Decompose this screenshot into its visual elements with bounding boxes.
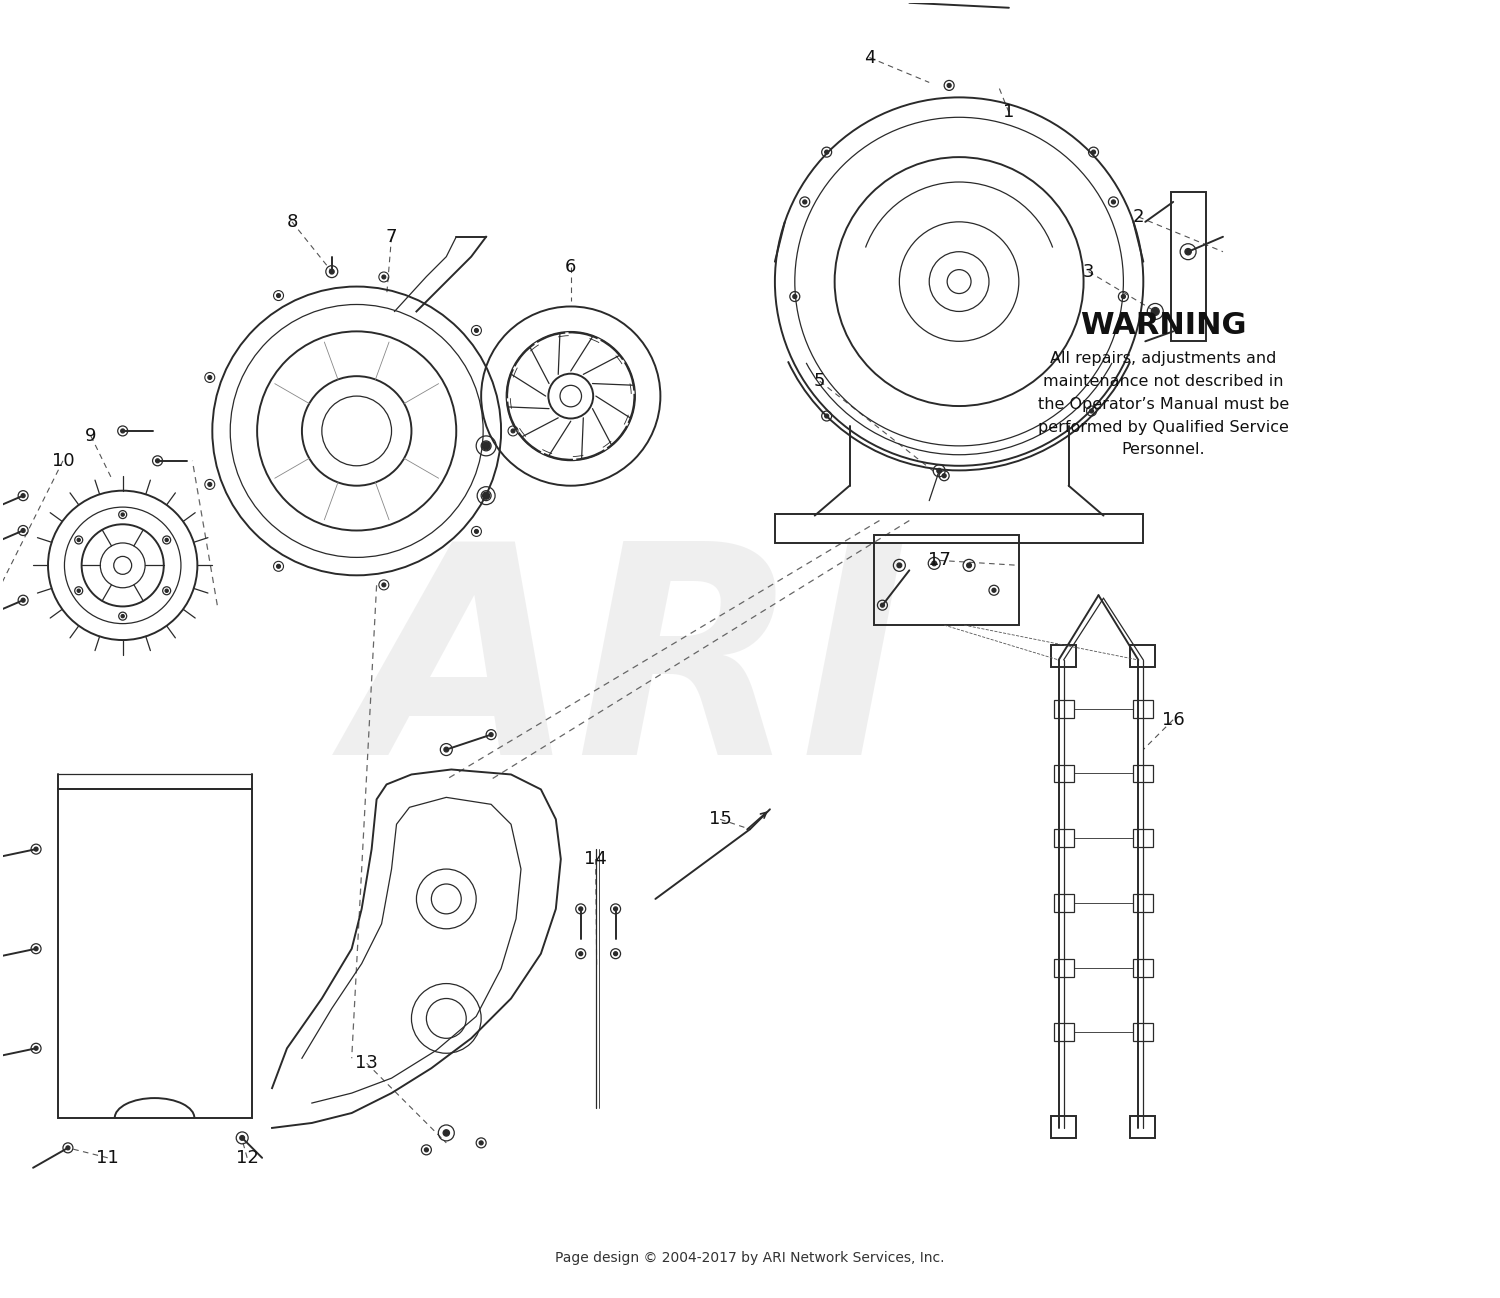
Circle shape xyxy=(1185,248,1191,254)
Circle shape xyxy=(209,375,212,379)
Circle shape xyxy=(240,1136,244,1140)
Circle shape xyxy=(122,513,124,517)
Circle shape xyxy=(484,493,488,497)
Circle shape xyxy=(330,269,334,274)
Circle shape xyxy=(21,493,26,497)
Circle shape xyxy=(382,583,386,587)
Text: 10: 10 xyxy=(51,452,75,470)
Circle shape xyxy=(512,428,515,434)
Circle shape xyxy=(932,561,936,566)
Circle shape xyxy=(21,598,26,602)
Text: 17: 17 xyxy=(927,552,951,570)
Circle shape xyxy=(444,748,448,752)
Bar xyxy=(1131,1116,1155,1138)
Text: 1: 1 xyxy=(1004,104,1014,121)
Circle shape xyxy=(209,483,212,487)
Circle shape xyxy=(802,200,807,204)
Text: 6: 6 xyxy=(566,257,576,275)
Text: ARI: ARI xyxy=(351,533,910,816)
Circle shape xyxy=(66,1146,70,1150)
Text: 11: 11 xyxy=(96,1149,118,1167)
Circle shape xyxy=(482,441,490,450)
Circle shape xyxy=(442,1129,450,1136)
Text: 12: 12 xyxy=(236,1149,258,1167)
Circle shape xyxy=(966,563,972,567)
Bar xyxy=(1053,1023,1074,1041)
Circle shape xyxy=(1112,200,1116,204)
Circle shape xyxy=(156,458,159,463)
Circle shape xyxy=(579,951,582,955)
Circle shape xyxy=(942,474,946,478)
Circle shape xyxy=(614,951,618,955)
Circle shape xyxy=(34,946,38,950)
Circle shape xyxy=(76,539,81,541)
Bar xyxy=(1134,700,1154,718)
Bar xyxy=(1053,829,1074,848)
Circle shape xyxy=(120,428,124,434)
Circle shape xyxy=(382,275,386,279)
Bar xyxy=(1131,645,1155,667)
Circle shape xyxy=(474,328,478,332)
Circle shape xyxy=(825,414,828,418)
Bar xyxy=(1134,959,1154,976)
Text: WARNING: WARNING xyxy=(1080,312,1246,340)
Circle shape xyxy=(474,530,478,533)
Circle shape xyxy=(276,565,280,569)
Bar xyxy=(1050,645,1076,667)
Bar xyxy=(776,514,1143,544)
Text: 3: 3 xyxy=(1083,262,1095,280)
Circle shape xyxy=(34,1046,38,1050)
Circle shape xyxy=(76,589,81,592)
Circle shape xyxy=(165,589,168,592)
Text: 8: 8 xyxy=(286,213,297,231)
Circle shape xyxy=(1154,310,1156,313)
Circle shape xyxy=(1089,409,1094,413)
Bar xyxy=(1053,700,1074,718)
Text: 7: 7 xyxy=(386,227,398,245)
Text: 4: 4 xyxy=(864,48,874,66)
Circle shape xyxy=(34,848,38,851)
Circle shape xyxy=(880,604,885,607)
Circle shape xyxy=(1092,151,1095,154)
Circle shape xyxy=(897,563,902,567)
Bar xyxy=(1053,765,1074,783)
Bar xyxy=(1134,829,1154,848)
Bar xyxy=(1134,1023,1154,1041)
Circle shape xyxy=(424,1147,429,1151)
Circle shape xyxy=(1152,308,1158,314)
Text: 9: 9 xyxy=(86,427,96,445)
Circle shape xyxy=(165,539,168,541)
Bar xyxy=(1053,959,1074,976)
Text: 5: 5 xyxy=(815,373,825,391)
Bar xyxy=(874,536,1019,626)
Circle shape xyxy=(579,907,582,911)
Circle shape xyxy=(614,907,618,911)
Text: All repairs, adjustments and
maintenance not described in
the Operator’s Manual : All repairs, adjustments and maintenance… xyxy=(1038,352,1288,457)
Circle shape xyxy=(276,293,280,297)
Circle shape xyxy=(938,469,942,474)
Circle shape xyxy=(483,492,489,500)
Circle shape xyxy=(794,295,796,299)
Circle shape xyxy=(21,528,26,532)
Text: Page design © 2004-2017 by ARI Network Services, Inc.: Page design © 2004-2017 by ARI Network S… xyxy=(555,1251,945,1266)
Bar xyxy=(1053,894,1074,912)
Bar xyxy=(58,789,252,1118)
Text: 15: 15 xyxy=(708,810,732,828)
Circle shape xyxy=(122,614,124,618)
Bar xyxy=(1172,192,1206,341)
Circle shape xyxy=(478,1141,483,1145)
Text: 13: 13 xyxy=(356,1054,378,1072)
Circle shape xyxy=(1122,295,1125,299)
Bar xyxy=(1134,765,1154,783)
Text: 14: 14 xyxy=(584,850,608,868)
Circle shape xyxy=(946,83,951,87)
Bar xyxy=(1134,894,1154,912)
Text: 16: 16 xyxy=(1162,711,1185,728)
Circle shape xyxy=(992,588,996,592)
Bar xyxy=(1050,1116,1076,1138)
Text: 2: 2 xyxy=(1132,208,1144,226)
Circle shape xyxy=(484,444,488,448)
Circle shape xyxy=(825,151,828,154)
Circle shape xyxy=(489,732,494,737)
